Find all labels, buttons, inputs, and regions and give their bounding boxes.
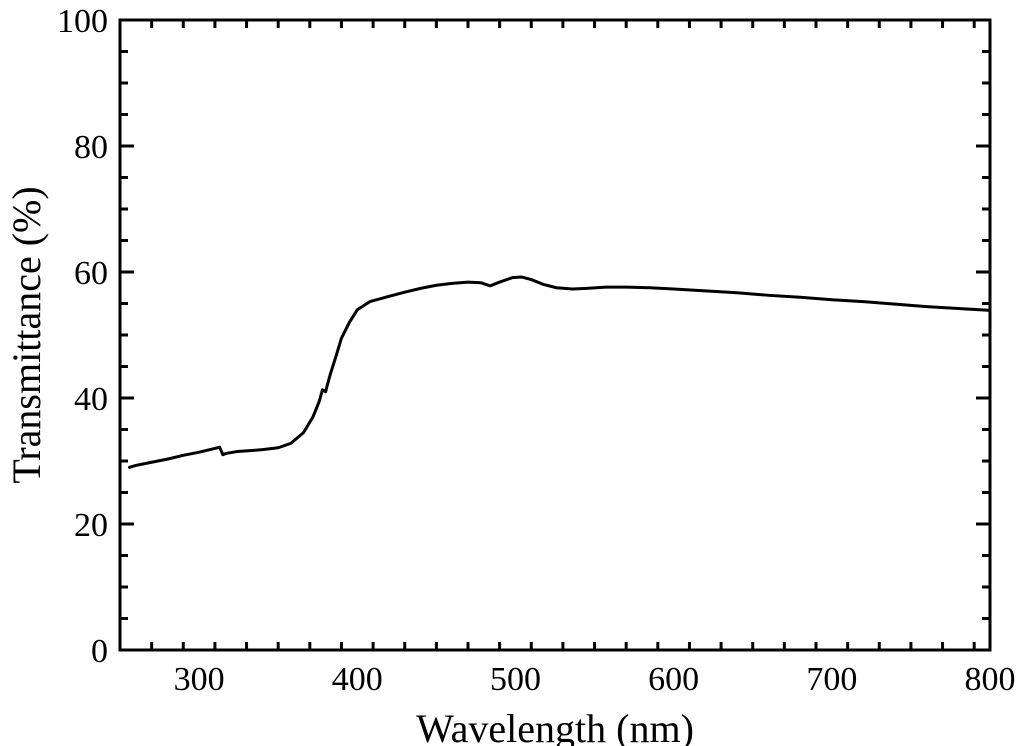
x-tick-label: 400 [332, 661, 383, 698]
y-tick-label: 0 [91, 633, 108, 670]
x-tick-label: 500 [490, 661, 541, 698]
y-tick-label: 80 [74, 129, 108, 166]
x-tick-label: 300 [174, 661, 225, 698]
y-tick-label: 100 [57, 3, 108, 40]
y-tick-label: 20 [74, 507, 108, 544]
transmittance-spectrum-chart: 300 400 500 600 700 800 0 20 40 60 80 100 Wavelength… [0, 0, 1026, 746]
chart-container: 300 400 500 600 700 800 0 20 40 60 80 100 Wavelength… [0, 0, 1026, 746]
x-axis-label: Wavelength (nm) [416, 706, 694, 746]
x-tick-label: 700 [806, 661, 857, 698]
y-tick-label: 40 [74, 381, 108, 418]
x-tick-label: 800 [965, 661, 1016, 698]
y-tick-label: 60 [74, 255, 108, 292]
x-tick-label: 600 [648, 661, 699, 698]
y-axis-label: Transmittance (%) [4, 186, 49, 483]
